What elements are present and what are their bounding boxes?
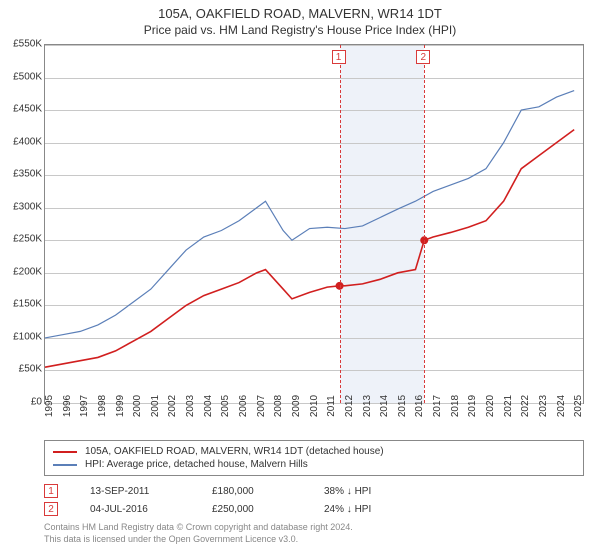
events-table: 1 13-SEP-2011 £180,000 38% ↓ HPI 2 04-JUL-201… <box>44 482 414 518</box>
x-tick-label: 2003 <box>185 395 196 417</box>
event-delta: 24% ↓ HPI <box>324 504 414 515</box>
footer-line-1: Contains HM Land Registry data © Crown c… <box>44 522 353 534</box>
legend: 105A, OAKFIELD ROAD, MALVERN, WR14 1DT (… <box>44 440 584 476</box>
x-tick-label: 1999 <box>115 395 126 417</box>
chart-plot-area <box>44 44 584 404</box>
x-tick-label: 2018 <box>450 395 461 417</box>
event-vline <box>340 45 341 403</box>
event-marker-icon: 2 <box>44 502 58 516</box>
y-tick-label: £50K <box>19 364 42 375</box>
y-tick-label: £400K <box>13 136 42 147</box>
y-tick-label: £0 <box>31 397 42 408</box>
event-date: 04-JUL-2016 <box>90 504 180 515</box>
events-row: 2 04-JUL-2016 £250,000 24% ↓ HPI <box>44 500 414 518</box>
series-hpi <box>45 91 574 338</box>
y-tick-label: £200K <box>13 266 42 277</box>
y-tick-label: £100K <box>13 331 42 342</box>
x-tick-label: 2014 <box>379 395 390 417</box>
legend-swatch <box>53 451 77 453</box>
y-tick-label: £350K <box>13 169 42 180</box>
x-tick-label: 2007 <box>256 395 267 417</box>
legend-row: HPI: Average price, detached house, Malv… <box>53 458 575 471</box>
x-tick-label: 2013 <box>362 395 373 417</box>
series-price_paid <box>45 130 574 368</box>
y-tick-label: £250K <box>13 234 42 245</box>
y-tick-label: £450K <box>13 104 42 115</box>
x-tick-label: 2019 <box>467 395 478 417</box>
events-row: 1 13-SEP-2011 £180,000 38% ↓ HPI <box>44 482 414 500</box>
event-date: 13-SEP-2011 <box>90 486 180 497</box>
x-tick-label: 2021 <box>503 395 514 417</box>
x-tick-label: 1995 <box>44 395 55 417</box>
y-tick-label: £550K <box>13 39 42 50</box>
x-tick-label: 2023 <box>538 395 549 417</box>
chart-svg <box>45 45 583 403</box>
x-tick-label: 2017 <box>432 395 443 417</box>
y-tick-label: £150K <box>13 299 42 310</box>
x-tick-label: 1997 <box>79 395 90 417</box>
legend-row: 105A, OAKFIELD ROAD, MALVERN, WR14 1DT (… <box>53 445 575 458</box>
chart-footer: Contains HM Land Registry data © Crown c… <box>44 522 353 545</box>
x-tick-label: 2005 <box>220 395 231 417</box>
legend-label: HPI: Average price, detached house, Malv… <box>85 459 308 470</box>
x-tick-label: 2000 <box>132 395 143 417</box>
legend-label: 105A, OAKFIELD ROAD, MALVERN, WR14 1DT (… <box>85 446 384 457</box>
event-vline <box>424 45 425 403</box>
x-tick-label: 2009 <box>291 395 302 417</box>
x-tick-label: 2015 <box>397 395 408 417</box>
x-tick-label: 1998 <box>97 395 108 417</box>
x-tick-label: 1996 <box>62 395 73 417</box>
legend-swatch <box>53 464 77 466</box>
x-tick-label: 2022 <box>520 395 531 417</box>
event-price: £180,000 <box>212 486 292 497</box>
event-marker-label: 2 <box>416 50 430 64</box>
x-tick-label: 2001 <box>150 395 161 417</box>
x-tick-label: 2011 <box>326 395 337 417</box>
x-tick-label: 2012 <box>344 395 355 417</box>
footer-line-2: This data is licensed under the Open Gov… <box>44 534 353 546</box>
event-marker-label: 1 <box>332 50 346 64</box>
chart-subtitle: Price paid vs. HM Land Registry's House … <box>0 21 600 41</box>
chart-title: 105A, OAKFIELD ROAD, MALVERN, WR14 1DT <box>0 0 600 21</box>
x-tick-label: 2006 <box>238 395 249 417</box>
x-tick-label: 2016 <box>414 395 425 417</box>
x-tick-label: 2024 <box>556 395 567 417</box>
x-tick-label: 2008 <box>273 395 284 417</box>
event-delta: 38% ↓ HPI <box>324 486 414 497</box>
y-tick-label: £500K <box>13 71 42 82</box>
event-marker-icon: 1 <box>44 484 58 498</box>
y-tick-label: £300K <box>13 201 42 212</box>
x-tick-label: 2002 <box>167 395 178 417</box>
event-price: £250,000 <box>212 504 292 515</box>
x-tick-label: 2025 <box>573 395 584 417</box>
x-tick-label: 2010 <box>309 395 320 417</box>
x-tick-label: 2004 <box>203 395 214 417</box>
x-tick-label: 2020 <box>485 395 496 417</box>
